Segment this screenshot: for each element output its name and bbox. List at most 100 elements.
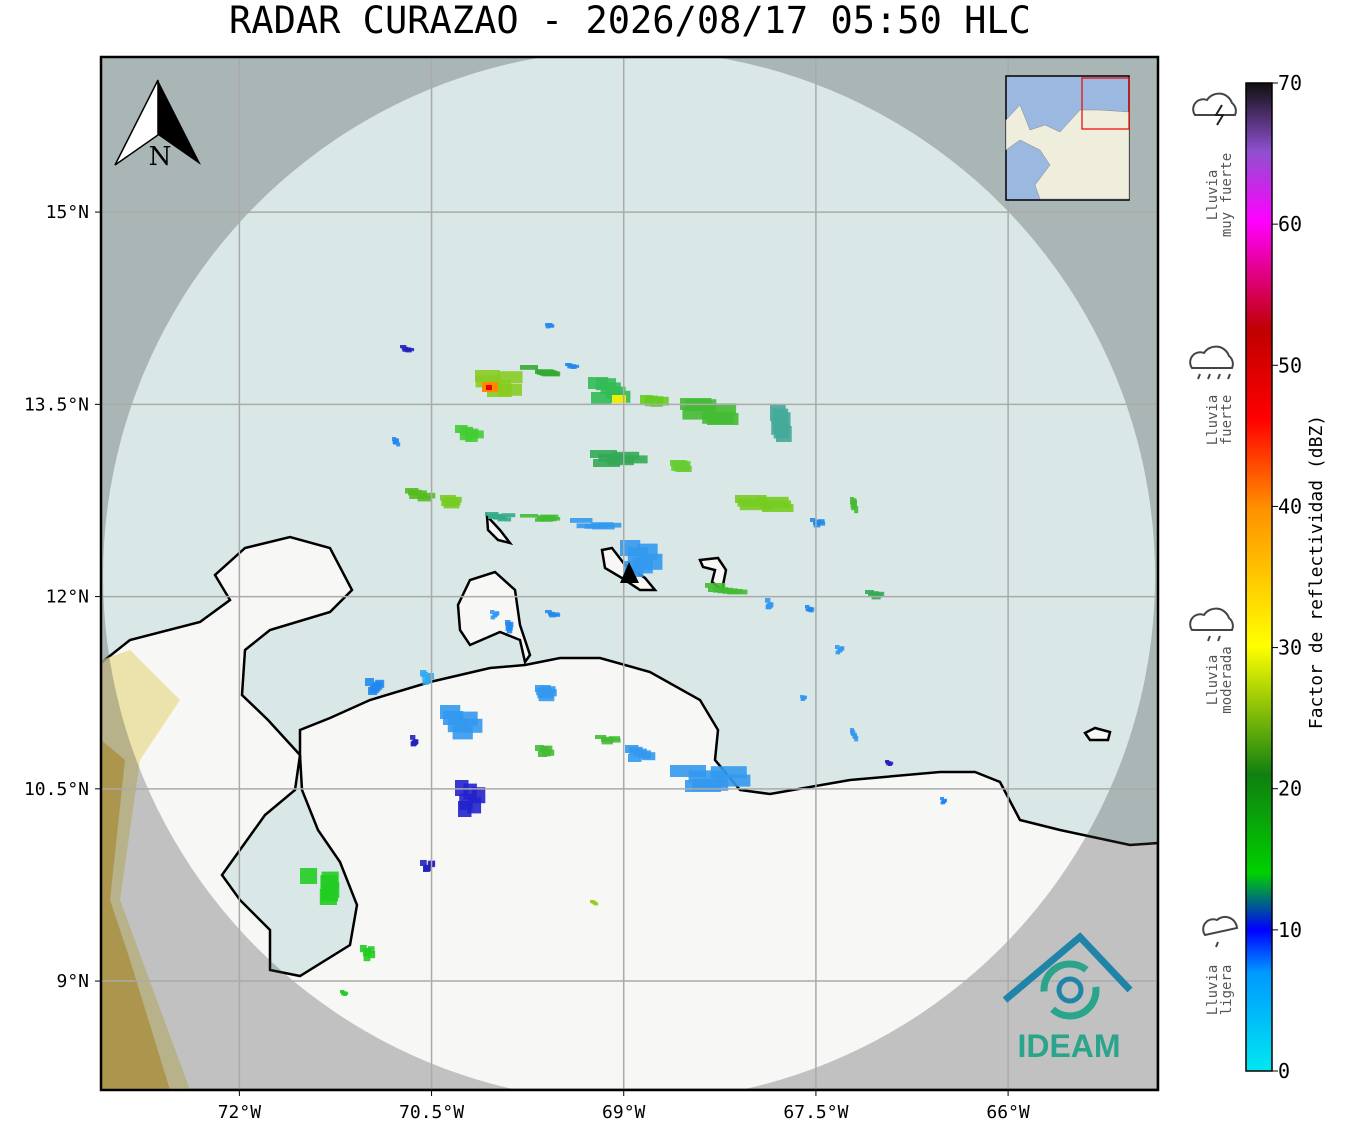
echo bbox=[365, 678, 374, 686]
echo bbox=[410, 735, 416, 740]
echo bbox=[392, 440, 397, 444]
echo bbox=[676, 466, 692, 472]
echo bbox=[548, 323, 553, 326]
echo bbox=[392, 437, 396, 441]
logo-text: IDEAM bbox=[1017, 1028, 1120, 1064]
echo bbox=[608, 736, 621, 741]
echo bbox=[774, 412, 791, 429]
echo bbox=[421, 671, 429, 679]
logo-roof bbox=[1002, 932, 1133, 1003]
echo bbox=[501, 513, 516, 518]
map-frame bbox=[99, 55, 1160, 1092]
echo bbox=[591, 522, 614, 527]
north-arrow: N bbox=[114, 79, 201, 172]
echo bbox=[595, 378, 617, 391]
echo bbox=[520, 514, 538, 518]
echo bbox=[627, 547, 649, 564]
echo bbox=[800, 695, 804, 698]
echo bbox=[854, 506, 859, 514]
echo bbox=[805, 605, 810, 609]
x-tick-label: 72°W bbox=[218, 1102, 262, 1123]
echo bbox=[591, 392, 612, 404]
echo bbox=[396, 442, 401, 447]
colorbar-axis: 0 10 20 30 40 50 60 70 bbox=[1272, 71, 1302, 1083]
y-tick-label: 13.5°N bbox=[24, 394, 89, 415]
echo bbox=[538, 751, 547, 757]
echo bbox=[493, 613, 498, 617]
echo bbox=[940, 797, 944, 801]
echo bbox=[650, 398, 663, 407]
logo: IDEAM bbox=[1002, 932, 1133, 1064]
echo bbox=[535, 518, 553, 522]
lake-maracaibo bbox=[220, 754, 359, 978]
map: N IDEAM bbox=[101, 57, 1158, 1090]
echo bbox=[363, 949, 370, 957]
echo bbox=[852, 732, 857, 739]
echo bbox=[320, 875, 338, 892]
cloud-icon bbox=[1189, 607, 1234, 631]
inset-box bbox=[1081, 77, 1130, 130]
echo bbox=[413, 739, 419, 744]
echo bbox=[507, 624, 513, 631]
radar-echoes bbox=[300, 323, 947, 996]
colorbar-tick-label: 60 bbox=[1278, 212, 1302, 236]
echo bbox=[471, 787, 486, 804]
echo bbox=[817, 519, 825, 524]
arrow-right bbox=[158, 80, 201, 165]
x-tick-label: 66°W bbox=[986, 1102, 1030, 1123]
rain-icon bbox=[1207, 635, 1221, 642]
echo bbox=[548, 611, 555, 615]
rain-level-label: Lluvia bbox=[1205, 395, 1221, 446]
aruba bbox=[485, 512, 514, 546]
echo bbox=[488, 515, 502, 519]
echo bbox=[367, 946, 375, 954]
echo bbox=[818, 521, 826, 526]
echo bbox=[458, 801, 472, 817]
echo bbox=[707, 413, 739, 425]
echo bbox=[601, 740, 613, 745]
island bbox=[1083, 726, 1112, 742]
echo bbox=[424, 677, 432, 684]
colorbar-tick-label: 20 bbox=[1278, 777, 1302, 801]
y-tick-label: 15°N bbox=[46, 202, 89, 223]
colorbar-label: Factor de reflectividad (dBZ) bbox=[1306, 415, 1327, 729]
rain-level-label: Lluvia bbox=[1205, 965, 1221, 1016]
echo bbox=[446, 496, 462, 503]
echo bbox=[319, 889, 337, 905]
echo bbox=[684, 399, 717, 412]
echo bbox=[552, 612, 560, 616]
axes: 72°W 70.5°W 69°W 67.5°W 66°W 15°N 13.5°N 12°N 10… bbox=[24, 202, 1030, 1123]
echo bbox=[641, 752, 656, 761]
echo-core bbox=[486, 385, 492, 390]
echo bbox=[539, 746, 549, 753]
echo bbox=[535, 745, 544, 751]
echo bbox=[803, 695, 807, 699]
rain-level-label: Lluvia bbox=[1205, 655, 1221, 706]
echo bbox=[838, 648, 843, 652]
echo bbox=[762, 504, 794, 512]
echo bbox=[536, 515, 555, 519]
logo-swirl bbox=[1056, 976, 1084, 1004]
echo bbox=[865, 590, 874, 594]
y-tick-label: 9°N bbox=[56, 971, 89, 992]
echo bbox=[805, 608, 811, 612]
echo bbox=[401, 346, 409, 350]
rain-level-label: Lluvia bbox=[1205, 170, 1221, 221]
cloud-icon bbox=[1202, 915, 1239, 937]
echo bbox=[417, 495, 432, 502]
logo-swirl bbox=[1040, 960, 1100, 1020]
y-tick-label: 12°N bbox=[46, 587, 89, 608]
echo bbox=[850, 497, 854, 505]
echo-core bbox=[612, 395, 626, 403]
echo bbox=[576, 523, 600, 529]
colorbar-tick-label: 0 bbox=[1278, 1059, 1290, 1083]
echo bbox=[421, 492, 436, 499]
echo bbox=[400, 345, 407, 349]
echo bbox=[835, 650, 841, 655]
colombia-region bbox=[101, 740, 170, 1090]
echo bbox=[444, 499, 461, 506]
echo bbox=[360, 945, 367, 953]
echo bbox=[850, 501, 855, 509]
